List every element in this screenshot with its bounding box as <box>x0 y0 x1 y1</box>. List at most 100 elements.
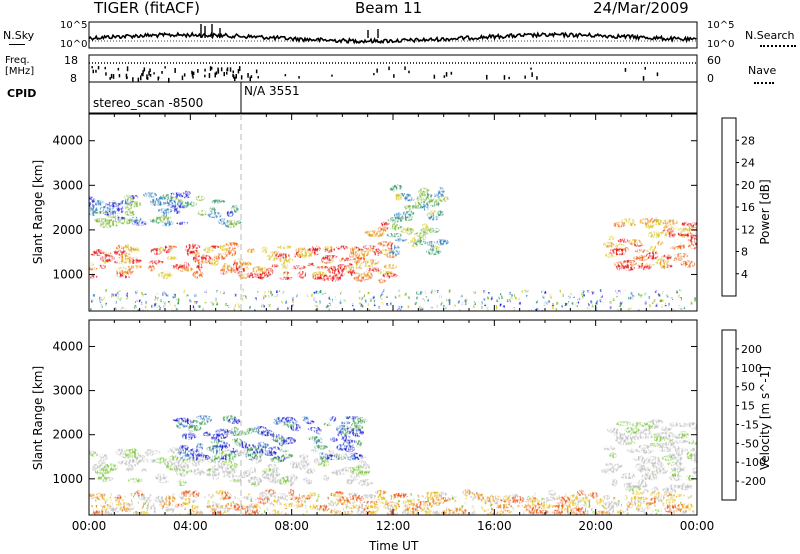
echo-blob <box>336 245 349 250</box>
freq-mark <box>240 75 243 80</box>
echo-cell <box>335 304 338 308</box>
power-cbar-tick-label: 16 <box>741 201 755 214</box>
beam-title: Beam 11 <box>355 0 423 17</box>
echo-blob <box>182 468 193 474</box>
freq-mark <box>656 72 659 77</box>
echo-cell <box>620 504 622 507</box>
echo-blob <box>633 242 643 247</box>
echo-cell <box>267 294 270 298</box>
echo-cell <box>167 301 170 304</box>
echo-blob <box>211 446 219 454</box>
echo-cell <box>201 307 204 311</box>
echo-cell <box>117 296 120 300</box>
echo-cell <box>604 296 607 300</box>
echo-blob <box>111 219 119 228</box>
echo-cell <box>588 493 591 496</box>
echo-blob <box>178 444 190 452</box>
echo-blob <box>280 476 289 483</box>
echo-cell <box>433 290 436 294</box>
echo-cell <box>444 305 447 309</box>
echo-cell <box>420 307 422 310</box>
echo-blob <box>327 449 334 455</box>
echo-cell <box>399 308 402 311</box>
velocity-cbar-tick-label: 15 <box>741 400 755 413</box>
echo-cell <box>174 304 177 308</box>
echo-cell <box>282 290 285 294</box>
echo-blob <box>493 500 500 505</box>
cpid-label: CPID <box>7 87 37 100</box>
echo-cell <box>689 494 692 498</box>
freq-mark <box>229 67 232 72</box>
echo-blob <box>635 507 648 512</box>
echo-cell <box>654 509 657 512</box>
echo-cell <box>171 308 174 311</box>
echo-cell <box>142 309 144 311</box>
echo-blob <box>120 252 132 261</box>
echo-cell <box>136 511 139 515</box>
echo-cell <box>612 297 615 301</box>
echo-cell <box>358 289 361 293</box>
freq-mark <box>624 68 627 72</box>
echo-cell <box>203 495 206 499</box>
echo-blob <box>121 273 131 279</box>
echo-blob <box>413 232 429 236</box>
echo-blob <box>92 249 103 255</box>
echo-cell <box>268 289 270 293</box>
echo-cell <box>316 511 319 515</box>
echo-cell <box>486 508 489 512</box>
echo-blob <box>437 187 445 195</box>
freq-label: Freq. <box>5 55 30 66</box>
echo-blob <box>341 257 353 261</box>
echo-blob <box>104 201 121 208</box>
echo-blob <box>99 205 115 212</box>
echo-cell <box>119 308 122 311</box>
freq-mark <box>183 73 186 77</box>
freq-mark <box>232 74 235 79</box>
echo-cell <box>419 291 422 295</box>
echo-blob <box>545 496 558 501</box>
freq-mark <box>217 69 220 74</box>
echo-cell <box>649 304 652 308</box>
power-cbar-tick-label: 24 <box>741 157 755 170</box>
echo-blob <box>244 508 261 515</box>
echo-cell <box>381 302 384 306</box>
echo-cell <box>91 299 94 303</box>
echo-blob <box>355 440 363 448</box>
freq-mark <box>192 71 195 76</box>
echo-blob <box>620 473 636 480</box>
echo-blob <box>350 504 359 508</box>
cpid-frame <box>88 81 698 114</box>
freq-tick-low: 8 <box>70 72 77 85</box>
echo-blob <box>143 192 158 198</box>
y-tick-label: 2000 <box>52 223 83 237</box>
echo-blob <box>172 417 186 422</box>
echo-cell <box>424 290 427 294</box>
echo-cell <box>454 513 457 515</box>
echo-blob <box>181 432 197 440</box>
power-cbar-frame <box>721 117 737 297</box>
echo-cell <box>183 290 186 294</box>
freq-mark <box>508 76 510 80</box>
echo-blob <box>336 456 346 461</box>
echo-cell <box>140 301 143 305</box>
echo-blob <box>673 465 686 473</box>
echo-cell <box>133 307 136 311</box>
velocity-ylabel: Slant Range [km] <box>31 365 45 471</box>
echo-cell <box>125 292 128 296</box>
echo-cell <box>248 493 251 497</box>
echo-cell <box>179 513 181 515</box>
echo-blob <box>210 259 220 267</box>
echo-blob <box>662 219 679 226</box>
echo-blob <box>127 478 144 483</box>
echo-cell <box>398 305 400 309</box>
freq-mark <box>149 73 152 77</box>
echo-cell <box>386 303 389 306</box>
y-tick-label: 2000 <box>52 428 83 442</box>
echo-blob <box>387 506 395 511</box>
freq-mark <box>214 72 216 78</box>
echo-blob <box>89 203 97 207</box>
freq-mark <box>234 76 236 82</box>
echo-cell <box>453 496 456 500</box>
echo-cell <box>345 505 348 509</box>
echo-cell <box>116 291 119 295</box>
